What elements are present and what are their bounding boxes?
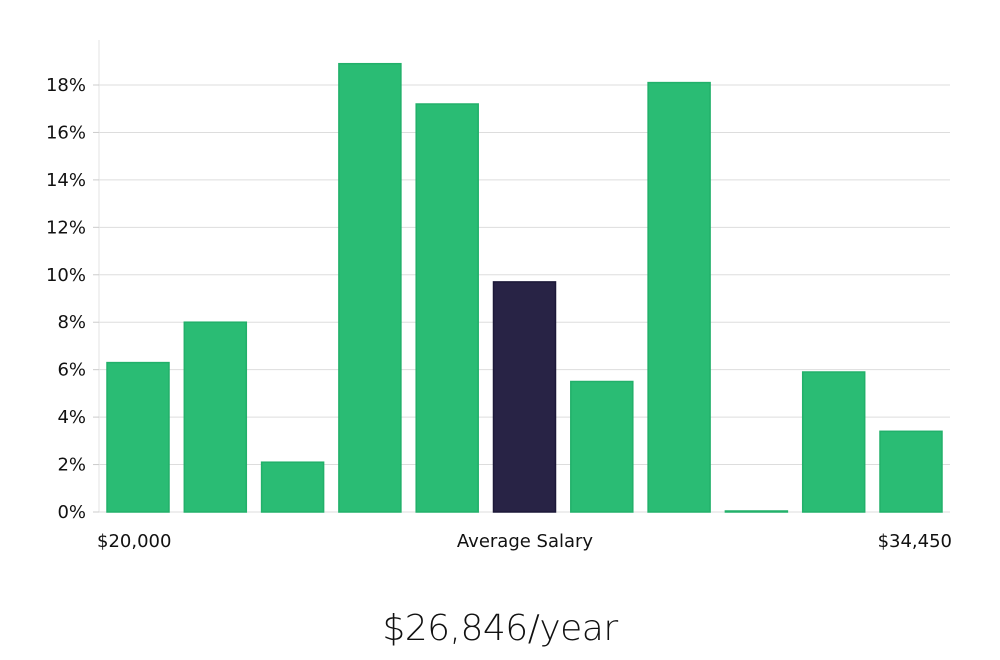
bar — [338, 62, 402, 513]
bar — [801, 371, 866, 513]
bar — [260, 461, 325, 513]
y-tick-label: 2% — [57, 455, 86, 476]
y-tick-label: 12% — [46, 217, 86, 238]
y-tick-label: 4% — [57, 407, 86, 428]
salary-histogram: 0% 2% 4% 6% 8% 10% 12% 14% 16% 18% $20,000 Averag… — [46, 40, 952, 552]
y-axis-ticks: 0% 2% 4% 6% 8% 10% 12% 14% 16% 18% — [46, 75, 99, 523]
bar — [570, 380, 634, 513]
x-axis-center-label: Average Salary — [457, 531, 594, 552]
y-tick-label: 6% — [57, 360, 86, 381]
bar-average-highlight — [492, 281, 557, 513]
bar — [724, 510, 789, 513]
x-axis-end-label: $34,450 — [878, 531, 952, 552]
bars — [106, 62, 943, 513]
x-axis-start-label: $20,000 — [97, 531, 171, 552]
y-tick-label: 8% — [57, 312, 86, 333]
bar — [415, 103, 479, 513]
bar — [879, 430, 943, 513]
bar — [183, 321, 248, 513]
bar — [647, 81, 711, 513]
average-salary-headline: $26,846/year — [382, 608, 618, 649]
y-tick-label: 10% — [46, 265, 86, 286]
y-tick-label: 14% — [46, 170, 86, 191]
y-tick-label: 18% — [46, 75, 86, 96]
bar — [106, 361, 170, 513]
y-tick-label: 0% — [57, 502, 86, 523]
y-tick-label: 16% — [46, 122, 86, 143]
